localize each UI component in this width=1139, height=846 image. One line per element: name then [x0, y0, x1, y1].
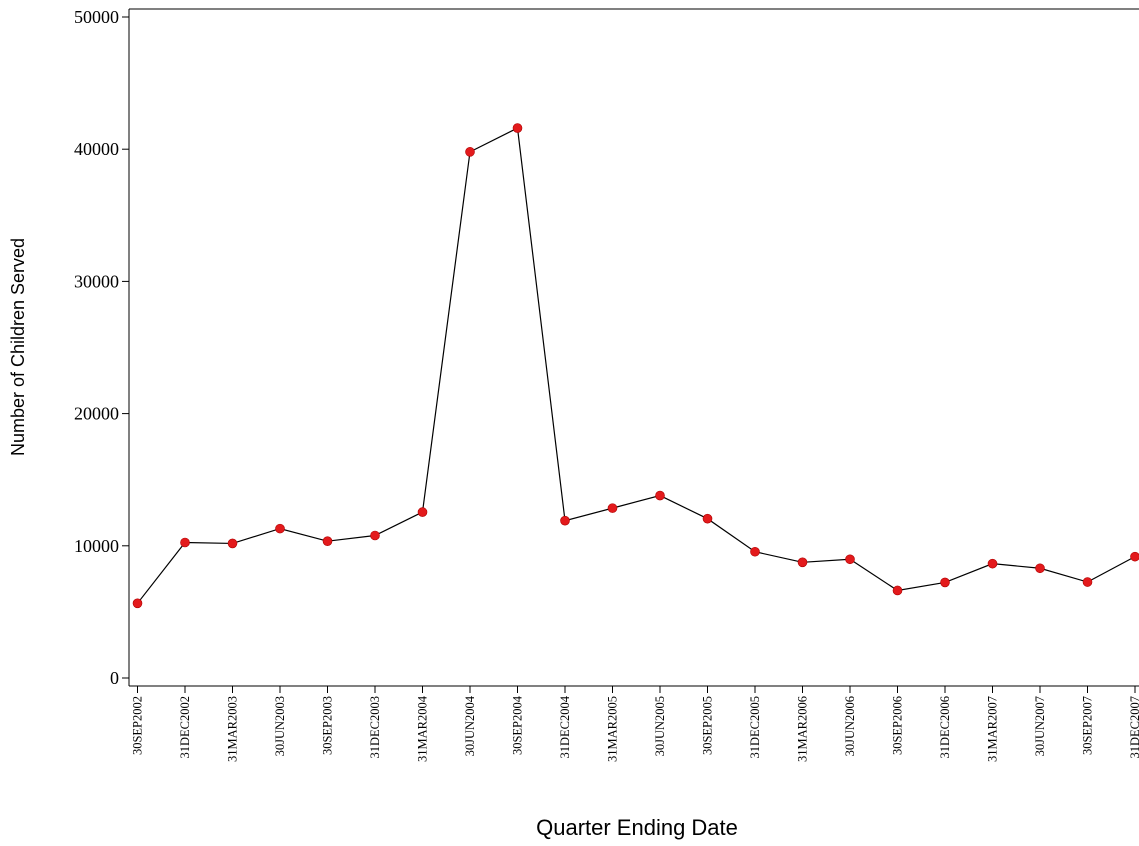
- x-tick-label: 31DEC2005: [748, 696, 762, 759]
- y-axis-title: Number of Children Served: [8, 238, 28, 456]
- x-tick-label: 30JUN2006: [843, 696, 857, 756]
- data-point: [322, 536, 333, 546]
- x-tick-label: 30JUN2005: [653, 696, 667, 756]
- x-tick-label: 30SEP2002: [131, 696, 145, 755]
- data-point: [275, 523, 285, 534]
- data-point: [512, 123, 523, 133]
- data-point: [132, 598, 143, 609]
- x-tick-label: 31DEC2006: [938, 696, 952, 759]
- data-point: [1082, 577, 1093, 587]
- data-point: [607, 503, 618, 513]
- data-point: [1035, 563, 1045, 574]
- data-point: [845, 554, 855, 565]
- x-tick-label: 30JUN2004: [463, 695, 477, 756]
- x-tick-label: 31DEC2004: [558, 695, 572, 758]
- x-axis-title: Quarter Ending Date: [536, 815, 738, 840]
- y-tick-label: 40000: [74, 139, 119, 159]
- x-tick-label: 30SEP2004: [511, 695, 525, 755]
- x-tick-label: 31MAR2003: [226, 696, 240, 762]
- y-tick-label: 10000: [74, 536, 119, 556]
- y-tick-label: 50000: [74, 7, 119, 27]
- data-point: [560, 515, 570, 526]
- data-point: [227, 538, 238, 549]
- x-tick-label: 30JUN2007: [1033, 696, 1047, 756]
- x-tick-label: 31MAR2004: [416, 695, 430, 762]
- x-tick-label: 31MAR2007: [986, 696, 1000, 762]
- y-axis: 0 10000 20000 30000 40000 50000: [74, 7, 129, 688]
- x-axis: 30SEP2002 31DEC2002 31MAR2003 30JUN2003 30SE…: [131, 686, 1139, 762]
- x-tick-label: 30JUN2003: [273, 696, 287, 756]
- x-tick-label: 30SEP2006: [891, 696, 905, 755]
- x-tick-label: 30SEP2005: [701, 696, 715, 755]
- x-tick-label: 31MAR2006: [796, 696, 810, 762]
- data-point: [750, 546, 760, 557]
- x-tick-label: 30SEP2003: [321, 696, 335, 755]
- data-point: [1130, 551, 1139, 562]
- data-point: [465, 147, 475, 157]
- x-tick-label: 31DEC2003: [368, 696, 382, 759]
- data-point: [417, 507, 428, 517]
- data-point: [940, 577, 950, 588]
- y-tick-label: 0: [110, 668, 119, 688]
- data-point: [180, 537, 190, 548]
- series-layer: [132, 123, 1139, 609]
- x-tick-label: 31DEC2007: [1128, 696, 1139, 759]
- y-tick-label: 20000: [74, 404, 119, 424]
- data-point: [655, 490, 665, 501]
- data-point: [797, 557, 808, 568]
- data-point: [702, 513, 713, 524]
- data-point: [987, 558, 998, 569]
- x-tick-label: 30SEP2007: [1081, 696, 1095, 755]
- plot-area: [128, 8, 1139, 687]
- data-point: [370, 530, 380, 541]
- x-tick-label: 31MAR2005: [606, 696, 620, 762]
- data-point: [892, 585, 903, 596]
- x-tick-label: 31DEC2002: [178, 696, 192, 759]
- y-tick-label: 30000: [74, 271, 119, 291]
- series-line: [137, 127, 1136, 604]
